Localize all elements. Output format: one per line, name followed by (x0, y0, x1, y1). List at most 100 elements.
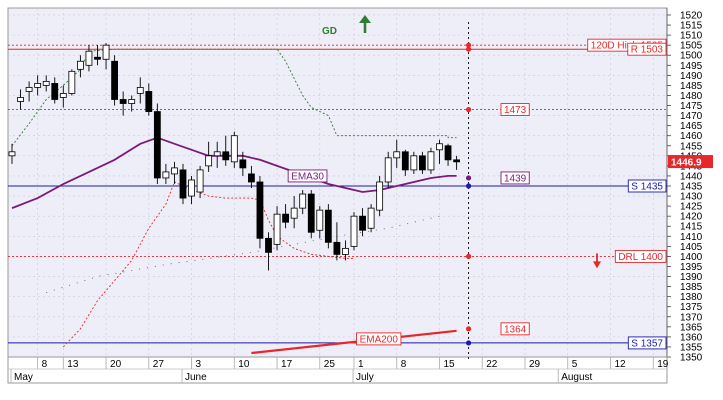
candle (196, 165, 204, 199)
gd-arrow-head (359, 15, 371, 23)
candle (256, 175, 264, 249)
candle (247, 165, 255, 189)
ema30-line (11, 136, 457, 209)
candle (307, 190, 315, 239)
candle-body (68, 70, 76, 94)
y-tick-label: 1435 (680, 182, 703, 193)
x-tick-label: 8 (42, 359, 48, 370)
level-label: 1439 (504, 173, 527, 184)
y-tick-label: 1375 (680, 302, 703, 313)
level-marker-dot (465, 106, 472, 113)
candle-body (324, 209, 332, 243)
level-marker-dot (465, 183, 472, 189)
level-label: S 1357 (631, 338, 663, 349)
candle (427, 147, 435, 174)
gd-label: GD (322, 26, 337, 37)
x-axis-box (7, 356, 668, 384)
candle-body (342, 247, 349, 255)
x-tick-label: 25 (324, 359, 336, 370)
y-tick-label: 1480 (680, 91, 703, 102)
level-marker-dot (465, 46, 472, 52)
candle (359, 208, 366, 237)
candle (119, 91, 127, 116)
x-tick-label: 8 (401, 359, 407, 370)
candle-body (376, 181, 384, 211)
y-tick-label: 1505 (680, 41, 703, 52)
candle-body (427, 151, 435, 171)
level-marker-dot (465, 253, 472, 260)
candle-body (136, 87, 144, 94)
level-label-box (614, 249, 667, 263)
candle (299, 190, 307, 215)
ema200-label: EMA200 (360, 334, 399, 345)
plot-background (7, 7, 668, 358)
candle-body (401, 151, 409, 171)
level-label: S 1435 (631, 182, 663, 193)
x-tick-label: 5 (572, 359, 578, 370)
candle-body (34, 83, 42, 88)
candle-body (153, 111, 161, 179)
y-tick-label: 1425 (680, 202, 703, 213)
y-tick-label: 1395 (680, 262, 703, 273)
candle (342, 240, 349, 261)
candle (136, 77, 144, 104)
y-tick-label: 1475 (680, 101, 703, 112)
candle-body (205, 155, 213, 167)
candle-body (145, 91, 153, 112)
candle-body (196, 169, 204, 193)
level-label: 1364 (504, 324, 527, 335)
candle-body (25, 87, 33, 92)
candle (453, 155, 461, 170)
candle (324, 204, 332, 249)
candle-body (119, 99, 127, 104)
candle (350, 212, 358, 251)
level-marker-dot (465, 326, 472, 332)
candle (401, 149, 409, 176)
candle (333, 222, 341, 261)
candle (111, 55, 118, 106)
candle (34, 75, 42, 96)
candle-body (94, 56, 101, 60)
month-label: July (356, 372, 374, 383)
x-tick-label: 19 (657, 359, 669, 370)
candle-body (359, 215, 366, 231)
y-tick-label: 1515 (680, 21, 703, 32)
candle-body (350, 215, 358, 247)
candle-body (418, 155, 426, 171)
candle (188, 175, 195, 205)
level-marker-dot (465, 175, 472, 181)
y-tick-label: 1470 (680, 111, 703, 122)
last-price-label: 1446.9 (671, 158, 702, 169)
y-tick-label: 1360 (680, 332, 703, 343)
candle (376, 175, 384, 217)
candle (171, 161, 178, 184)
trailing-stop-line (11, 48, 457, 147)
candle-body (282, 213, 290, 223)
level-label: DRL 1400 (618, 252, 663, 263)
y-tick-label: 1410 (680, 232, 703, 243)
y-tick-label: 1415 (680, 222, 703, 233)
y-tick-label: 1520 (680, 11, 703, 22)
candle (85, 45, 93, 72)
candle (25, 81, 33, 102)
y-tick-label: 1465 (680, 121, 703, 132)
candle (59, 85, 67, 108)
candle-body (162, 171, 170, 179)
ema200-line (251, 329, 457, 355)
candle-body (51, 83, 59, 100)
candle (51, 77, 59, 104)
y-tick-label: 1500 (680, 51, 703, 62)
candle (162, 163, 170, 184)
y-tick-label: 1365 (680, 322, 703, 333)
candle (205, 141, 213, 172)
y-tick-label: 1420 (680, 212, 703, 223)
trailing-support-line (62, 181, 354, 348)
candle-body (307, 193, 315, 233)
candle (153, 103, 161, 184)
candle-body (256, 181, 264, 239)
candle-body (299, 193, 307, 209)
candle (77, 55, 84, 78)
candle-body (188, 179, 195, 197)
